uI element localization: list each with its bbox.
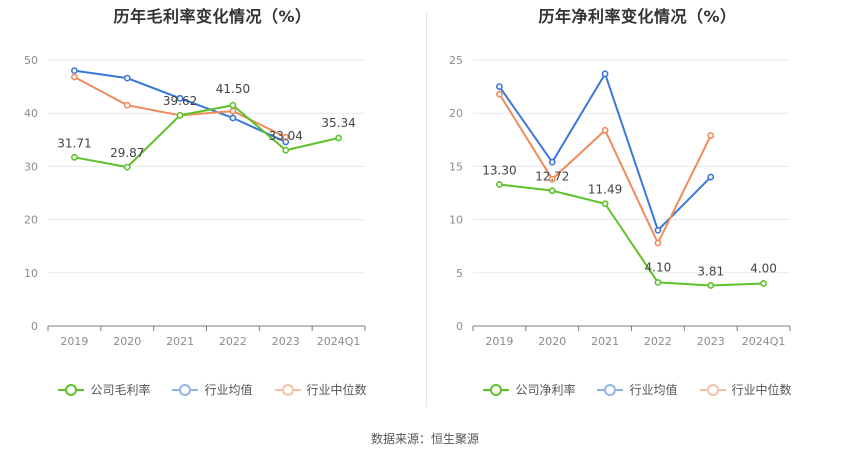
y-tick-label: 20 — [449, 107, 463, 120]
x-tick-label: 2020 — [538, 335, 566, 348]
data-point-median — [123, 101, 131, 109]
data-label: 29.87 — [110, 146, 144, 160]
x-tick-label: 2022 — [219, 335, 247, 348]
data-point-company — [229, 101, 237, 109]
data-label: 4.10 — [645, 260, 672, 274]
y-tick-label: 5 — [456, 267, 463, 280]
data-point-avg — [496, 83, 503, 90]
y-tick-label: 25 — [449, 54, 463, 67]
data-point-median — [229, 107, 237, 115]
series-line-median — [498, 93, 712, 245]
x-tick-label: 2024Q1 — [742, 335, 786, 348]
legend-marker-company — [483, 383, 510, 396]
data-point-median — [707, 132, 715, 139]
gross-margin-chart: 历年毛利率变化情况（%） 0 10 20 30 40 50 2019 2020 2021 2022… — [0, 0, 425, 420]
gross-margin-plot: 0 10 20 30 40 50 2019 2020 2021 2022 2023 2024Q1 31.… — [24, 54, 366, 348]
x-tick-label: 2022 — [644, 335, 672, 348]
legend: 公司毛利率 行业均值 行业中位数 — [0, 381, 425, 398]
data-point-median — [548, 175, 556, 183]
data-point-company — [123, 163, 131, 171]
data-point-avg — [123, 74, 131, 82]
data-point-company — [654, 278, 662, 286]
data-point-avg — [707, 173, 715, 181]
data-label: 33.04 — [269, 129, 303, 143]
y-tick-label: 10 — [449, 214, 463, 227]
legend-item-industry-median[interactable]: 行业中位数 — [699, 381, 792, 398]
legend-item-industry-avg[interactable]: 行业均值 — [172, 381, 253, 398]
data-label: 12.72 — [535, 170, 569, 184]
legend-marker-company — [58, 383, 85, 396]
data-point-median — [282, 133, 290, 141]
x-tick-label: 2024Q1 — [317, 335, 361, 348]
data-point-company — [335, 134, 342, 142]
data-point-median — [496, 90, 503, 98]
chart-title: 历年毛利率变化情况（%） — [113, 7, 312, 26]
x-tick-label: 2023 — [697, 335, 725, 348]
data-point-company — [707, 282, 715, 289]
x-tick-label: 2019 — [60, 335, 88, 348]
data-point-avg — [654, 226, 662, 234]
legend-marker-median — [699, 383, 726, 396]
data-point-avg — [548, 158, 556, 166]
y-tick-label: 0 — [31, 320, 38, 333]
y-tick-label: 10 — [24, 267, 38, 280]
legend-item-industry-median[interactable]: 行业中位数 — [274, 381, 367, 398]
data-point-avg — [229, 114, 237, 122]
data-label: 41.50 — [216, 82, 250, 96]
data-point-company — [71, 153, 78, 161]
series-line-company — [499, 183, 764, 287]
y-tick-label: 15 — [449, 160, 463, 173]
panel-divider — [426, 12, 427, 407]
x-tick-label: 2021 — [166, 335, 194, 348]
y-tick-label: 40 — [24, 107, 38, 120]
data-label: 11.49 — [588, 183, 622, 197]
legend-item-industry-avg[interactable]: 行业均值 — [597, 381, 678, 398]
legend-item-company[interactable]: 公司净利率 — [483, 381, 575, 398]
legend-label: 行业均值 — [629, 383, 678, 397]
data-label: 4.00 — [750, 261, 777, 275]
chart-title: 历年净利率变化情况（%） — [538, 7, 737, 26]
legend-marker-median — [274, 383, 301, 396]
data-label: 35.34 — [321, 116, 355, 130]
data-label: 39.62 — [163, 94, 197, 108]
data-point-median — [601, 126, 609, 134]
data-point-median — [654, 239, 662, 247]
x-tick-label: 2020 — [113, 335, 141, 348]
x-tick-label: 2019 — [485, 335, 513, 348]
data-point-company — [282, 146, 290, 154]
y-tick-label: 20 — [24, 214, 38, 227]
data-point-median — [71, 73, 78, 81]
legend-label: 行业均值 — [204, 383, 253, 397]
net-margin-plot: 0 5 10 15 20 25 2019 2020 2021 2022 2023 2024Q1 13.3… — [449, 54, 791, 348]
data-point-avg — [176, 94, 184, 102]
data-label: 13.30 — [482, 163, 516, 177]
y-tick-label: 50 — [24, 54, 38, 67]
legend: 公司净利率 行业均值 行业中位数 — [425, 381, 850, 398]
data-label: 31.71 — [57, 136, 91, 150]
data-label: 3.81 — [697, 264, 724, 278]
legend-label: 行业中位数 — [306, 383, 367, 397]
x-tick-label: 2023 — [272, 335, 300, 348]
net-margin-chart: 历年净利率变化情况（%） 0 5 10 15 20 25 2019 2020 2021 2022 2… — [425, 0, 850, 420]
legend-marker-avg — [172, 383, 199, 396]
series-line-company — [74, 104, 339, 169]
data-point-company — [601, 200, 609, 208]
data-point-avg — [71, 67, 78, 75]
data-point-company — [176, 111, 184, 119]
legend-label: 公司毛利率 — [90, 383, 151, 397]
legend-marker-avg — [597, 383, 624, 396]
data-point-company — [760, 280, 767, 287]
legend-label: 行业中位数 — [731, 383, 792, 397]
legend-item-company[interactable]: 公司毛利率 — [58, 381, 150, 398]
legend-label: 公司净利率 — [515, 383, 576, 397]
data-point-company — [548, 187, 556, 195]
data-point-company — [496, 181, 503, 188]
x-tick-label: 2021 — [591, 335, 619, 348]
y-tick-label: 30 — [24, 160, 38, 173]
data-point-avg — [601, 70, 609, 78]
data-source: 数据来源：恒生聚源 — [370, 432, 479, 446]
y-tick-label: 0 — [456, 320, 463, 333]
